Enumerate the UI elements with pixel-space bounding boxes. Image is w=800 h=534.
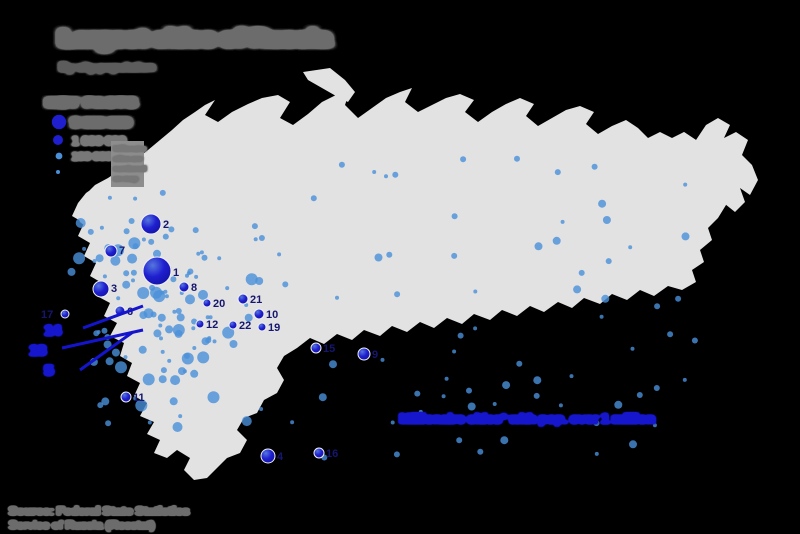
svg-text:Millionaire cities* with pop.: Millionaire cities* with pop. over 1 mil… xyxy=(400,411,654,426)
svg-text:11: 11 xyxy=(133,392,145,404)
svg-text:KEY FACTS: KEY FACTS xyxy=(47,95,138,110)
svg-text:19: 19 xyxy=(268,322,280,334)
svg-text:5 000 000: 5 000 000 xyxy=(72,115,130,130)
svg-text:22: 22 xyxy=(239,320,251,332)
svg-text:12: 12 xyxy=(206,319,218,331)
svg-text:Service of Russia (Rosstat): Service of Russia (Rosstat) xyxy=(9,518,154,532)
svg-text:4: 4 xyxy=(277,451,284,463)
svg-text:17: 17 xyxy=(41,309,53,321)
svg-text:1: 1 xyxy=(173,267,179,279)
svg-text:7: 7 xyxy=(119,245,125,257)
svg-text:on map: on map xyxy=(114,176,137,183)
svg-text:2: 2 xyxy=(163,219,169,231)
svg-text:16: 16 xyxy=(326,448,338,460)
svg-text:By city population: By city population xyxy=(60,60,154,74)
svg-text:cities are: cities are xyxy=(114,156,142,163)
svg-text:Largest cities of Russia: Largest cities of Russia xyxy=(60,25,330,52)
svg-text:8: 8 xyxy=(191,282,197,294)
svg-text:15: 15 xyxy=(323,343,335,355)
svg-text:13: 13 xyxy=(30,342,46,358)
svg-text:14: 14 xyxy=(45,322,61,338)
svg-text:20: 20 xyxy=(213,298,225,310)
svg-text:100 000: 100 000 xyxy=(72,151,112,163)
svg-text:Source: Federal State Statisti: Source: Federal State Statistics xyxy=(9,504,189,518)
svg-text:10: 10 xyxy=(266,309,278,321)
svg-text:5: 5 xyxy=(45,362,53,378)
svg-text:9: 9 xyxy=(372,349,378,361)
svg-text:3: 3 xyxy=(111,283,117,295)
svg-text:numbered: numbered xyxy=(114,166,146,173)
svg-text:21: 21 xyxy=(250,294,262,306)
svg-text:Millionaire: Millionaire xyxy=(114,146,146,153)
